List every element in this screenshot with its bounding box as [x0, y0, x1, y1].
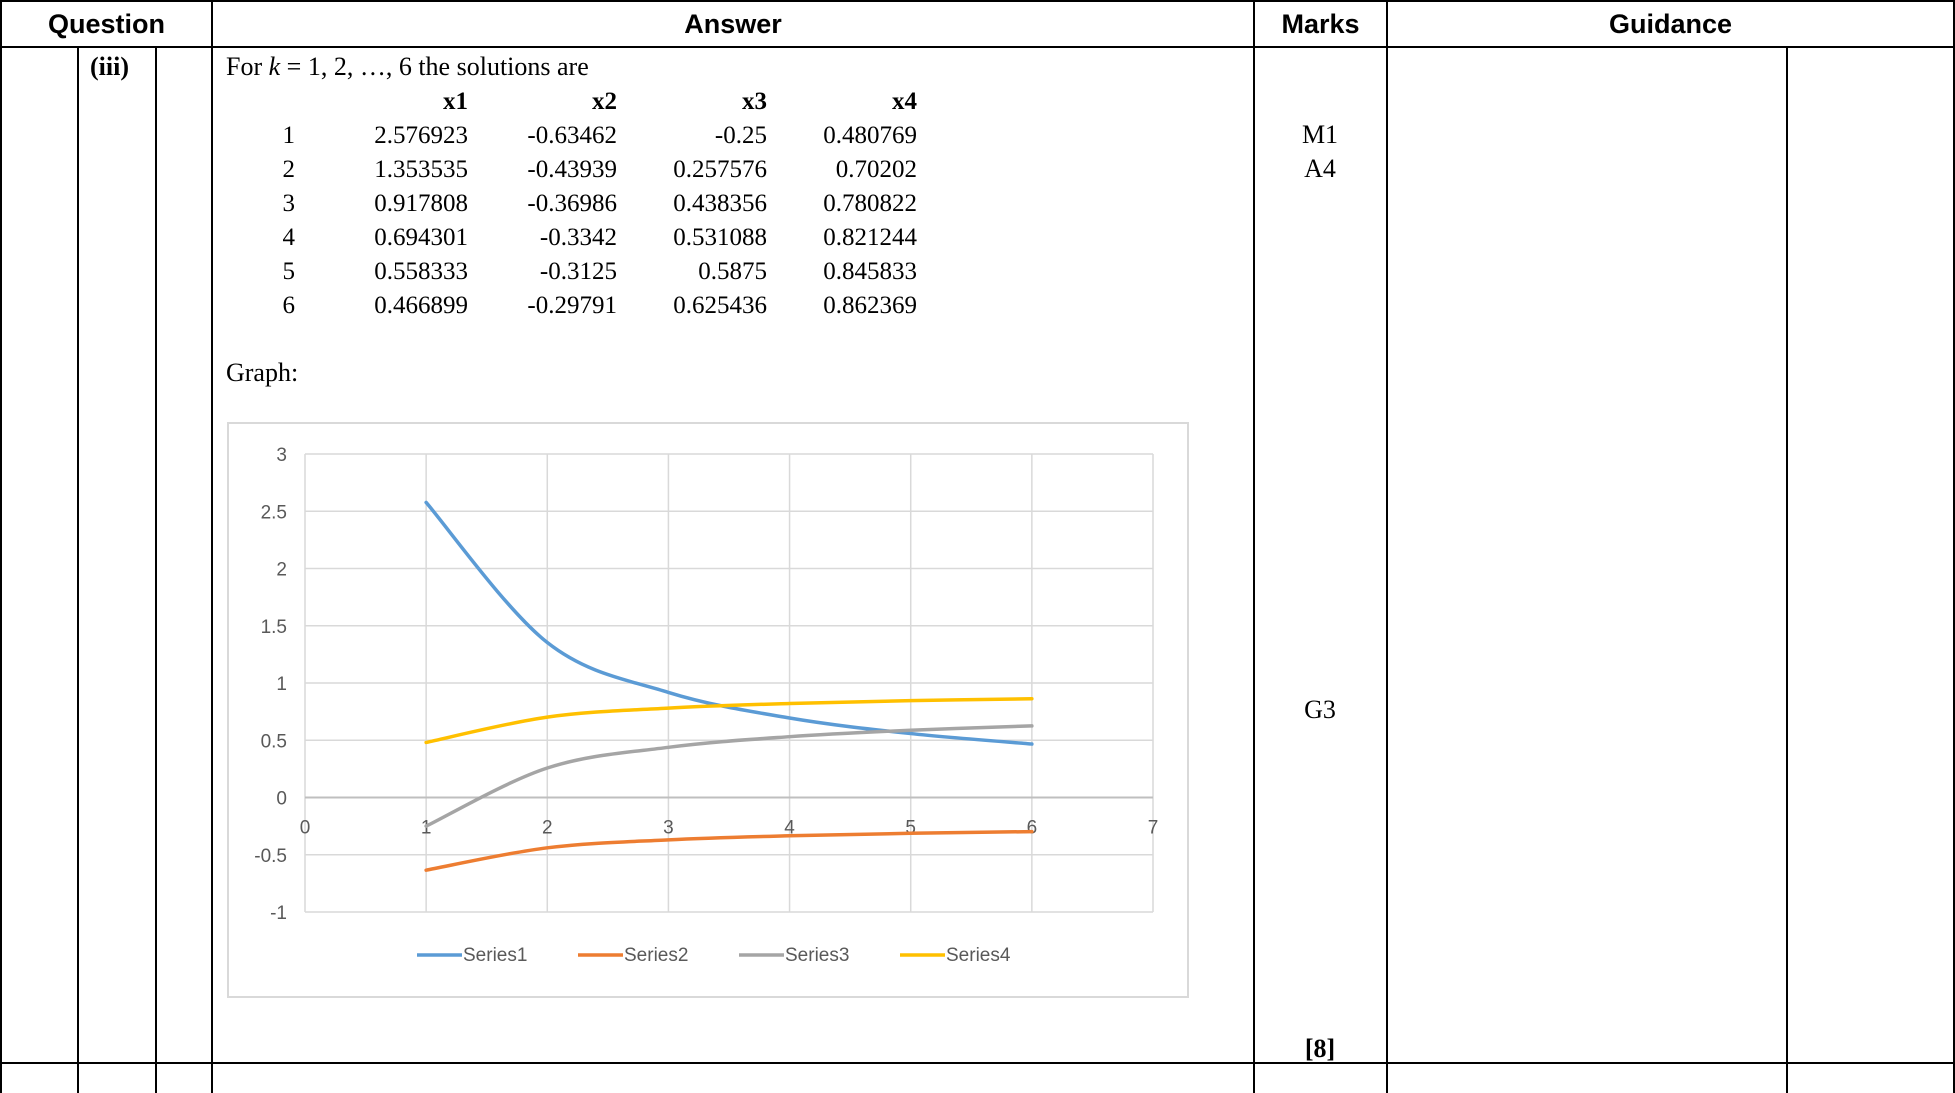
col-header-x3: x3	[742, 88, 767, 115]
question-subcol-1	[77, 46, 79, 1093]
row-x1: 0.917808	[374, 190, 468, 217]
col-header-x1: x1	[443, 88, 468, 115]
marks-col-divider	[1386, 0, 1388, 1093]
line-chart: 3 2.5 2 1.5 1 0.5 0 -0.5 -1 0 1 2 3 4 5 6 7 Series1 Series…	[254, 445, 1159, 966]
graph-label: Graph:	[226, 358, 299, 387]
y-tick-label: 2	[276, 560, 287, 581]
header-answer: Answer	[684, 8, 782, 39]
x-tick-label: 3	[663, 818, 674, 839]
y-tick-label: 3	[276, 445, 287, 466]
row-k: 6	[282, 292, 296, 319]
row-x2: -0.43939	[527, 156, 617, 183]
x-tick-label: 2	[542, 818, 553, 839]
row-k: 2	[282, 156, 296, 183]
answer-col-divider	[1253, 0, 1255, 1093]
header-question: Question	[47, 8, 165, 39]
series-line-series4	[424, 697, 1034, 745]
row-x3: 0.257576	[673, 156, 767, 183]
mark-total: [8]	[1304, 1034, 1336, 1063]
row-x4: 0.845833	[823, 258, 917, 285]
row-x4: 0.862369	[823, 292, 917, 319]
table-right-border	[1953, 0, 1955, 1093]
row-x1: 0.466899	[374, 292, 468, 319]
x-tick-label: 1	[421, 818, 432, 839]
series-line-series3	[424, 724, 1034, 828]
y-tick-label: 1	[276, 674, 287, 695]
legend-label-series3: Series3	[785, 945, 849, 966]
y-tick-label: -1	[270, 903, 287, 924]
row-x4: 0.780822	[823, 190, 917, 217]
header-bottom-border	[0, 46, 1955, 48]
question-col-divider	[211, 0, 213, 1093]
y-tick-label: 0	[276, 789, 287, 810]
question-part-label: (iii)	[90, 52, 129, 81]
col-header-x4: x4	[892, 88, 917, 115]
row-x3: -0.25	[714, 122, 767, 149]
row-x3: 0.531088	[673, 224, 767, 251]
header-marks: Marks	[1281, 8, 1360, 39]
y-tick-label: 0.5	[261, 731, 287, 752]
x-tick-label: 6	[1027, 818, 1038, 839]
row-x1: 0.558333	[374, 258, 468, 285]
question-subcol-2	[155, 46, 157, 1093]
answer-intro: For k = 1, 2, …, 6 the solutions are	[226, 52, 589, 82]
row-x4: 0.480769	[823, 122, 917, 149]
y-tick-label: 1.5	[261, 617, 287, 638]
row-x4: 0.821244	[823, 224, 917, 251]
row-bottom-border	[0, 1062, 1955, 1064]
row-k: 1	[282, 122, 296, 149]
y-tick-label: 2.5	[261, 502, 287, 523]
row-x3: 0.438356	[673, 190, 767, 217]
intro-suffix: = 1, 2, …, 6 the solutions are	[280, 52, 589, 81]
row-k: 3	[282, 190, 296, 217]
intro-k: k	[268, 52, 281, 81]
intro-prefix: For	[226, 52, 269, 81]
legend-label-series1: Series1	[463, 945, 527, 966]
row-x3: 0.625436	[673, 292, 767, 319]
row-x4: 0.70202	[835, 156, 917, 183]
row-k: 4	[282, 224, 296, 251]
x-tick-label: 5	[905, 818, 916, 839]
table-top-border	[0, 0, 1955, 2]
col-header-x2: x2	[592, 88, 617, 115]
series-line-series2	[424, 829, 1034, 872]
guidance-subcol	[1786, 46, 1788, 1093]
table-left-border	[0, 0, 2, 1093]
row-k: 5	[282, 258, 296, 285]
chart-frame: 3 2.5 2 1.5 1 0.5 0 -0.5 -1 0 1 2 3 4 5 6 7 Series1 Series…	[227, 422, 1189, 998]
x-tick-label: 4	[784, 818, 795, 839]
legend-label-series2: Series2	[624, 945, 688, 966]
header-guidance: Guidance	[1608, 8, 1733, 39]
legend-label-series4: Series4	[946, 945, 1011, 966]
x-tick-label: 0	[300, 818, 311, 839]
mark-m1: M1	[1301, 120, 1339, 149]
row-x2: -0.3342	[539, 224, 617, 251]
x-tick-label: 7	[1148, 818, 1159, 839]
mark-g3: G3	[1304, 695, 1336, 724]
row-x2: -0.36986	[527, 190, 617, 217]
row-x2: -0.3125	[539, 258, 617, 285]
row-x3: 0.5875	[698, 258, 767, 285]
row-x1: 1.353535	[374, 156, 468, 183]
y-tick-label: -0.5	[254, 846, 287, 867]
row-x1: 2.576923	[374, 122, 468, 149]
mark-a4: A4	[1304, 154, 1336, 183]
series-line-series1	[424, 500, 1034, 746]
row-x1: 0.694301	[374, 224, 468, 251]
row-x2: -0.29791	[527, 292, 617, 319]
row-x2: -0.63462	[527, 122, 617, 149]
